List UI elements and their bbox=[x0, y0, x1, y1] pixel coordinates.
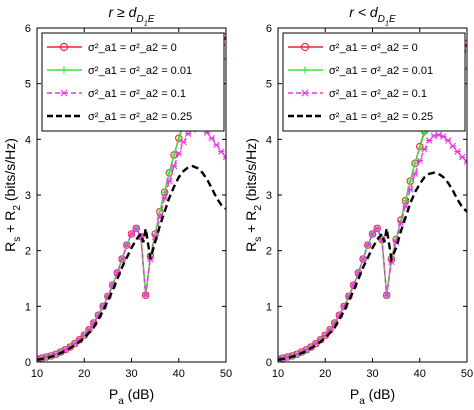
y-tick-label: 6 bbox=[266, 23, 272, 35]
legend-label: σ²_a1 = σ²_a2 = 0 bbox=[88, 42, 177, 54]
data-point bbox=[218, 148, 225, 155]
series-line bbox=[278, 171, 467, 361]
y-tick-label: 0 bbox=[25, 357, 31, 369]
y-tick-label: 2 bbox=[25, 246, 31, 258]
chart-title: r ≥ dD1E bbox=[109, 4, 155, 27]
data-point bbox=[364, 241, 372, 249]
x-tick-label: 10 bbox=[272, 368, 284, 380]
data-point bbox=[373, 225, 381, 232]
x-tick-label: 30 bbox=[125, 368, 137, 380]
data-point bbox=[440, 133, 447, 140]
x-tick-label: 10 bbox=[31, 368, 43, 380]
data-point bbox=[118, 255, 126, 263]
data-point bbox=[369, 230, 376, 238]
data-point bbox=[180, 138, 187, 146]
data-point bbox=[142, 291, 149, 299]
x-tick-label: 40 bbox=[414, 368, 426, 380]
y-tick-label: 4 bbox=[266, 134, 272, 146]
y-tick-label: 2 bbox=[266, 246, 272, 258]
legend: σ²_a1 = σ²_a2 = 0 σ²_a1 = σ²_a2 = 0.01 σ²_… bbox=[282, 32, 466, 132]
data-point bbox=[416, 144, 423, 151]
y-tick-label: 5 bbox=[266, 79, 272, 91]
data-point bbox=[156, 208, 164, 215]
y-tick-label: 6 bbox=[25, 23, 31, 35]
data-point bbox=[166, 169, 173, 176]
chart-panel-1: 10 20 30 40 50 0 1 2 3 4 5 6 r ≥ dD1E Pa (dB) Rs + R2 … bbox=[2, 4, 232, 407]
data-point bbox=[300, 42, 310, 52]
y-tick-label: 4 bbox=[25, 134, 31, 146]
x-axis-label: Pa (dB) bbox=[109, 386, 154, 407]
data-point bbox=[463, 158, 467, 165]
data-point bbox=[454, 148, 461, 155]
legend-box bbox=[282, 32, 466, 132]
legend-label: σ²_a1 = σ²_a2 = 0.1 bbox=[88, 88, 186, 100]
legend-label: σ²_a1 = σ²_a2 = 0.01 bbox=[329, 65, 433, 77]
y-axis-label: Rs + R2 (bits/s/Hz) bbox=[243, 138, 264, 252]
data-point bbox=[383, 291, 390, 299]
y-tick-label: 1 bbox=[25, 301, 31, 313]
data-point bbox=[170, 162, 178, 170]
x-tick-label: 40 bbox=[173, 368, 185, 380]
data-point bbox=[208, 134, 216, 142]
data-point bbox=[123, 241, 131, 249]
y-tick-label: 0 bbox=[266, 357, 272, 369]
legend-label: σ²_a1 = σ²_a2 = 0.25 bbox=[88, 111, 192, 123]
chart-panel-2: 10 20 30 40 50 0 1 2 3 4 5 6 r < dD1E Pa (dB) Rs + R2 … bbox=[243, 4, 473, 407]
x-tick-label: 20 bbox=[319, 368, 331, 380]
y-tick-label: 1 bbox=[266, 301, 272, 313]
data-point bbox=[430, 132, 438, 140]
data-point bbox=[407, 186, 414, 193]
data-point bbox=[166, 177, 173, 185]
legend-label: σ²_a1 = σ²_a2 = 0 bbox=[329, 42, 418, 54]
y-axis-label: Rs + R2 (bits/s/Hz) bbox=[2, 138, 23, 252]
legend-label: σ²_a1 = σ²_a2 = 0.01 bbox=[88, 65, 192, 77]
y-tick-label: 5 bbox=[25, 79, 31, 91]
data-point bbox=[326, 326, 334, 333]
y-tick-label: 3 bbox=[25, 190, 31, 202]
x-tick-label: 30 bbox=[366, 368, 378, 380]
data-point bbox=[128, 230, 135, 238]
data-point bbox=[222, 153, 226, 161]
chart-title: r < dD1E bbox=[349, 4, 396, 27]
data-point bbox=[444, 137, 452, 144]
data-point bbox=[301, 89, 309, 97]
data-point bbox=[59, 42, 69, 52]
x-tick-label: 20 bbox=[78, 368, 90, 380]
legend-box bbox=[41, 32, 225, 132]
x-tick-label: 50 bbox=[461, 368, 473, 380]
data-point bbox=[421, 146, 428, 153]
x-tick-label: 50 bbox=[220, 368, 232, 380]
legend: σ²_a1 = σ²_a2 = 0 σ²_a1 = σ²_a2 = 0.01 σ²_… bbox=[41, 32, 225, 132]
series-line bbox=[37, 164, 226, 361]
data-point bbox=[132, 225, 140, 232]
data-point bbox=[397, 219, 405, 227]
data-point bbox=[60, 89, 68, 97]
data-point bbox=[359, 255, 367, 263]
legend-label: σ²_a1 = σ²_a2 = 0.1 bbox=[329, 88, 427, 100]
data-point bbox=[60, 66, 68, 74]
data-point bbox=[301, 66, 309, 74]
data-point bbox=[407, 177, 414, 185]
data-point bbox=[213, 141, 220, 149]
data-point bbox=[416, 157, 424, 164]
data-point bbox=[161, 194, 168, 202]
y-tick-label: 3 bbox=[266, 190, 272, 202]
data-point bbox=[449, 142, 457, 150]
x-axis-label: Pa (dB) bbox=[350, 386, 395, 407]
data-point bbox=[411, 170, 419, 178]
data-point bbox=[170, 151, 178, 159]
data-point bbox=[175, 149, 183, 157]
legend-label: σ²_a1 = σ²_a2 = 0.25 bbox=[329, 111, 433, 123]
